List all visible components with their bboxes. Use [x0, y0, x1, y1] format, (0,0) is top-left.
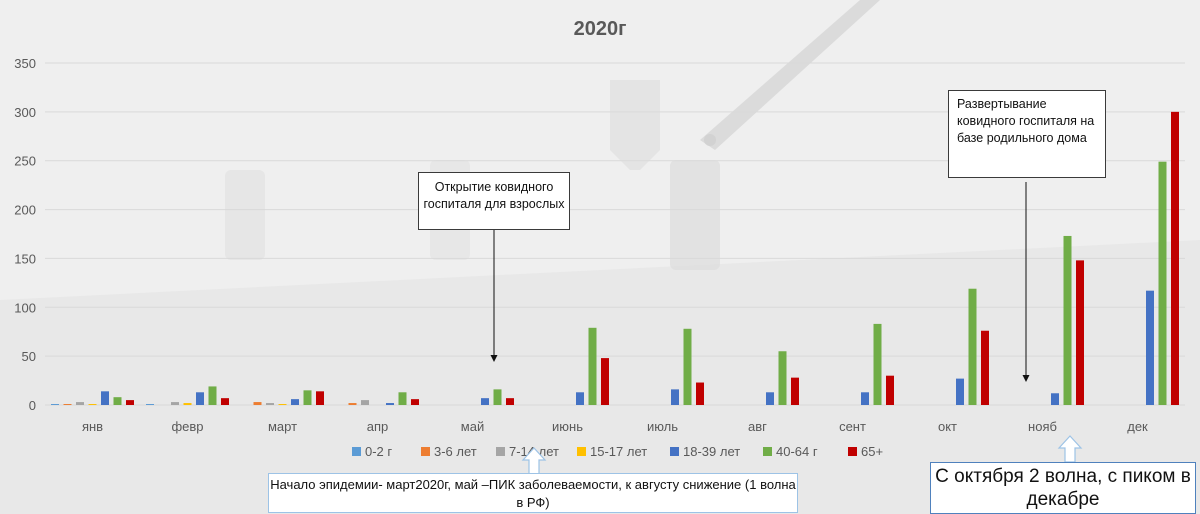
x-axis-ticks: янв февр март апр май июнь июль авг сент окт нояб д… — [82, 419, 1148, 434]
x-tick-label: янв — [82, 419, 103, 434]
x-tick-label: июль — [647, 419, 678, 434]
bar-65+ — [221, 398, 229, 405]
bar-65+ — [696, 382, 704, 405]
x-tick-label: февр — [171, 419, 203, 434]
legend-label: 65+ — [861, 444, 883, 459]
bar-18-39 лет — [1051, 393, 1059, 405]
bar-65+ — [411, 399, 419, 405]
bar-15-17 лет — [88, 404, 97, 405]
bar-3-6 лет — [253, 402, 262, 405]
bar-65+ — [126, 400, 134, 405]
callout-hospital-adults: Открытие ковидного госпиталя для взрослы… — [418, 172, 570, 230]
legend-label: 3-6 лет — [434, 444, 477, 459]
y-tick-label: 0 — [29, 398, 36, 413]
bar-18-39 лет — [196, 392, 204, 405]
bar-40-64 г — [113, 397, 122, 405]
bar-65+ — [791, 377, 799, 405]
y-tick-label: 350 — [14, 56, 36, 71]
y-tick-label: 100 — [14, 300, 36, 315]
up-arrow-november — [1057, 435, 1083, 463]
y-tick-label: 300 — [14, 105, 36, 120]
bar-18-39 лет — [861, 392, 869, 405]
x-tick-label: апр — [367, 419, 389, 434]
bar-40-64 г — [1158, 161, 1167, 405]
bar-18-39 лет — [766, 392, 774, 405]
arrow-november-head — [1022, 375, 1030, 382]
legend-label: 0-2 г — [365, 444, 392, 459]
legend-label: 18-39 лет — [683, 444, 740, 459]
y-tick-label: 250 — [14, 154, 36, 169]
bar-40-64 г — [1063, 235, 1072, 405]
x-tick-label: нояб — [1028, 419, 1057, 434]
bar-40-64 г — [588, 327, 597, 405]
legend-swatch — [496, 447, 505, 456]
x-tick-label: авг — [748, 419, 767, 434]
bar-18-39 лет — [101, 391, 109, 405]
x-tick-label: март — [268, 419, 297, 434]
y-axis-ticks: 0 50 100 150 200 250 300 350 — [14, 56, 36, 413]
bar-40-64 г — [683, 328, 692, 405]
bar-40-64 г — [873, 323, 882, 405]
bar-40-64 г — [778, 351, 787, 405]
bar-18-39 лет — [576, 392, 584, 405]
bar-18-39 лет — [1146, 290, 1154, 405]
bar-7-14 лет — [266, 403, 274, 405]
x-tick-label: дек — [1127, 419, 1148, 434]
note-first-wave: Начало эпидемии- март2020г, май –ПИК заб… — [268, 473, 798, 513]
legend: 0-2 г 3-6 лет 7-14 лет 15-17 лет 18-39 лет 40… — [352, 444, 883, 459]
bar-40-64 г — [303, 390, 312, 405]
bar-40-64 г — [208, 386, 217, 405]
bar-18-39 лет — [386, 403, 394, 405]
x-tick-label: май — [461, 419, 484, 434]
bar-3-6 лет — [348, 403, 357, 405]
x-tick-label: сент — [839, 419, 866, 434]
bar-40-64 г — [398, 392, 407, 405]
legend-label: 40-64 г — [776, 444, 818, 459]
bar-18-39 лет — [481, 398, 489, 405]
note-second-wave: С октября 2 волна, с пиком в декабре — [930, 462, 1196, 514]
x-tick-label: окт — [938, 419, 957, 434]
arrow-may-head — [490, 355, 498, 362]
bar-65+ — [601, 358, 609, 405]
bar-18-39 лет — [671, 389, 679, 405]
bar-65+ — [316, 391, 324, 405]
bar-18-39 лет — [291, 399, 299, 405]
bar-18-39 лет — [956, 378, 964, 405]
gridlines — [45, 62, 1185, 406]
legend-swatch — [421, 447, 430, 456]
bar-40-64 г — [968, 288, 977, 405]
bar-groups — [51, 111, 1179, 405]
bar-40-64 г — [493, 389, 502, 405]
bar-7-14 лет — [76, 402, 84, 405]
bar-0-2 г — [51, 404, 59, 405]
y-tick-label: 150 — [14, 251, 36, 266]
bar-15-17 лет — [278, 404, 287, 405]
bar-3-6 лет — [63, 404, 72, 405]
bar-65+ — [1076, 260, 1084, 405]
bar-15-17 лет — [183, 403, 192, 405]
bar-65+ — [1171, 111, 1179, 405]
x-tick-label: июнь — [552, 419, 583, 434]
bar-7-14 лет — [361, 400, 369, 405]
bar-0-2 г — [146, 404, 154, 405]
legend-swatch — [352, 447, 361, 456]
callout-maternity-hospital: Развертывание ковидного госпиталя на баз… — [948, 90, 1106, 178]
legend-swatch — [763, 447, 772, 456]
bar-65+ — [506, 398, 514, 405]
y-tick-label: 200 — [14, 203, 36, 218]
legend-label: 15-17 лет — [590, 444, 647, 459]
bar-65+ — [981, 330, 989, 405]
legend-swatch — [848, 447, 857, 456]
y-tick-label: 50 — [22, 349, 36, 364]
bar-7-14 лет — [171, 402, 179, 405]
legend-swatch — [670, 447, 679, 456]
annotation-arrows — [490, 182, 1083, 475]
bar-65+ — [886, 375, 894, 405]
legend-swatch — [577, 447, 586, 456]
chart-title: 2020г — [573, 18, 627, 40]
